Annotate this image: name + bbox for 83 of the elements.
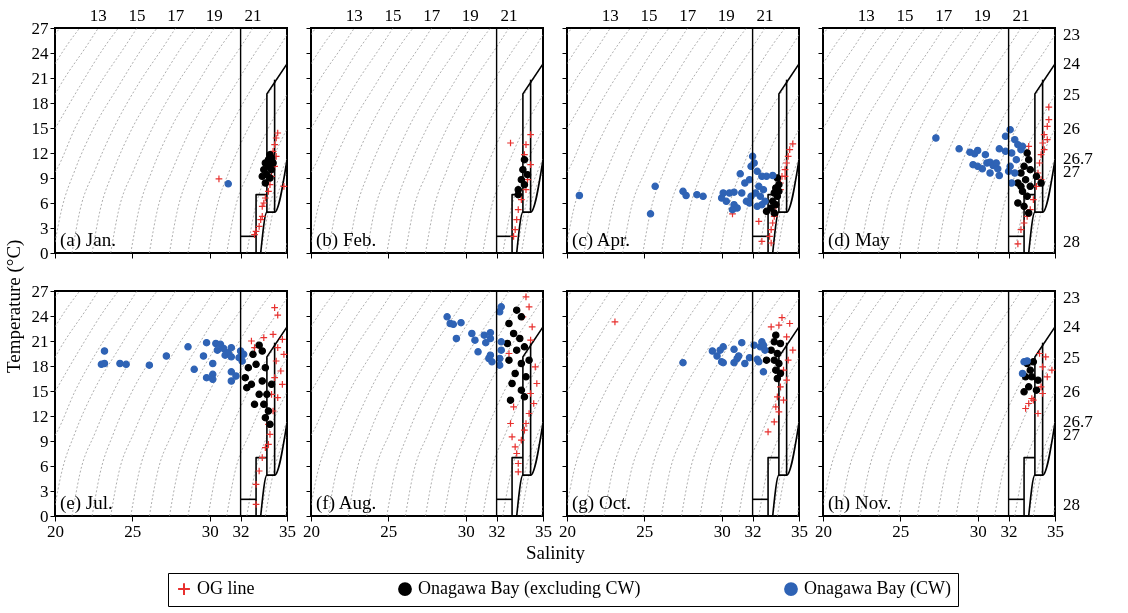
annotation: 28: [1063, 495, 1080, 515]
text: (h) Nov.: [828, 492, 892, 514]
legend-label: Onagawa Bay (excluding CW): [418, 578, 641, 600]
annotation: 21: [500, 6, 518, 25]
x-tick-label: 35: [535, 521, 552, 541]
annotation: 19: [205, 6, 223, 25]
annotation: 21: [756, 6, 774, 25]
y-tick-label: 15: [31, 381, 49, 401]
annotation: 17: [167, 6, 185, 25]
x-tick-label: 25: [124, 521, 142, 541]
annotation: 24: [1063, 53, 1081, 73]
text: (a) Jan.: [60, 229, 116, 251]
x-tick-label: 20: [47, 521, 64, 541]
annotation: 15: [128, 6, 146, 25]
x-tick-label: 30: [713, 521, 731, 541]
annotation: 15: [896, 6, 914, 25]
annotation: 17: [935, 6, 953, 25]
annotation: 15: [640, 6, 658, 25]
text: (b) Feb.: [316, 229, 377, 251]
x-tick-label: 32: [232, 521, 250, 541]
x-tick-label: 30: [201, 521, 219, 541]
text: (f) Aug.: [316, 492, 377, 514]
x-tick-label: 25: [636, 521, 654, 541]
annotation: 13: [89, 6, 107, 25]
y-tick-label: 3: [40, 481, 49, 501]
x-tick-label: 32: [744, 521, 762, 541]
x-tick-label: 30: [457, 521, 475, 541]
y-tick-label: 0: [40, 243, 49, 263]
y-tick-label: 18: [31, 93, 49, 113]
y-tick-label: 0: [40, 506, 49, 526]
y-tick-label: 21: [31, 68, 49, 88]
annotation: 23: [1063, 24, 1080, 44]
annotation: 25: [1063, 347, 1080, 367]
x-tick-label: 35: [791, 521, 808, 541]
x-axis-title: Salinity: [525, 541, 586, 563]
annotation: 15: [384, 6, 402, 25]
annotation: 26: [1063, 381, 1080, 401]
annotation: 19: [973, 6, 991, 25]
y-tick-label: 12: [31, 143, 49, 163]
x-tick-label: 35: [279, 521, 296, 541]
y-axis-title: Temperature (°C): [3, 239, 25, 373]
y-tick-label: 24: [31, 43, 49, 63]
annotation: 23: [1063, 287, 1080, 307]
x-tick-label: 20: [303, 521, 320, 541]
y-tick-label: 21: [31, 331, 49, 351]
annotation: 21: [1012, 6, 1030, 25]
annotation: 17: [679, 6, 697, 25]
x-tick-label: 32: [1000, 521, 1018, 541]
annotation: 13: [857, 6, 875, 25]
legend-label: Onagawa Bay (CW): [804, 578, 951, 600]
text: (d) May: [828, 229, 891, 251]
annotation: 28: [1063, 232, 1080, 252]
y-tick-label: 15: [31, 118, 49, 138]
y-tick-label: 3: [40, 218, 49, 238]
x-tick-label: 30: [969, 521, 987, 541]
text: (c) Apr.: [572, 229, 631, 251]
x-tick-label: 20: [815, 521, 832, 541]
y-tick-label: 27: [31, 281, 49, 301]
y-tick-label: 6: [40, 193, 49, 213]
x-tick-label: 25: [892, 521, 910, 541]
x-tick-label: 32: [488, 521, 506, 541]
annotation: 13: [345, 6, 363, 25]
x-tick-label: 20: [559, 521, 576, 541]
annotation: 26: [1063, 118, 1080, 138]
annotation: 25: [1063, 84, 1080, 104]
y-tick-label: 24: [31, 306, 49, 326]
y-tick-label: 9: [40, 168, 49, 188]
annotation: 19: [717, 6, 735, 25]
x-tick-label: 25: [380, 521, 398, 541]
legend-label: OG line: [197, 578, 255, 599]
annotation: 19: [461, 6, 479, 25]
annotation: 17: [423, 6, 441, 25]
y-tick-label: 6: [40, 456, 49, 476]
annotation: 24: [1063, 316, 1081, 336]
y-tick-label: 9: [40, 431, 49, 451]
text: (e) Jul.: [60, 492, 113, 514]
y-tick-label: 12: [31, 406, 49, 426]
y-tick-label: 27: [31, 18, 49, 38]
annotation: 21: [244, 6, 262, 25]
annotation: 13: [601, 6, 619, 25]
y-tick-label: 18: [31, 356, 49, 376]
text: (g) Oct.: [572, 492, 632, 514]
x-tick-label: 35: [1047, 521, 1064, 541]
